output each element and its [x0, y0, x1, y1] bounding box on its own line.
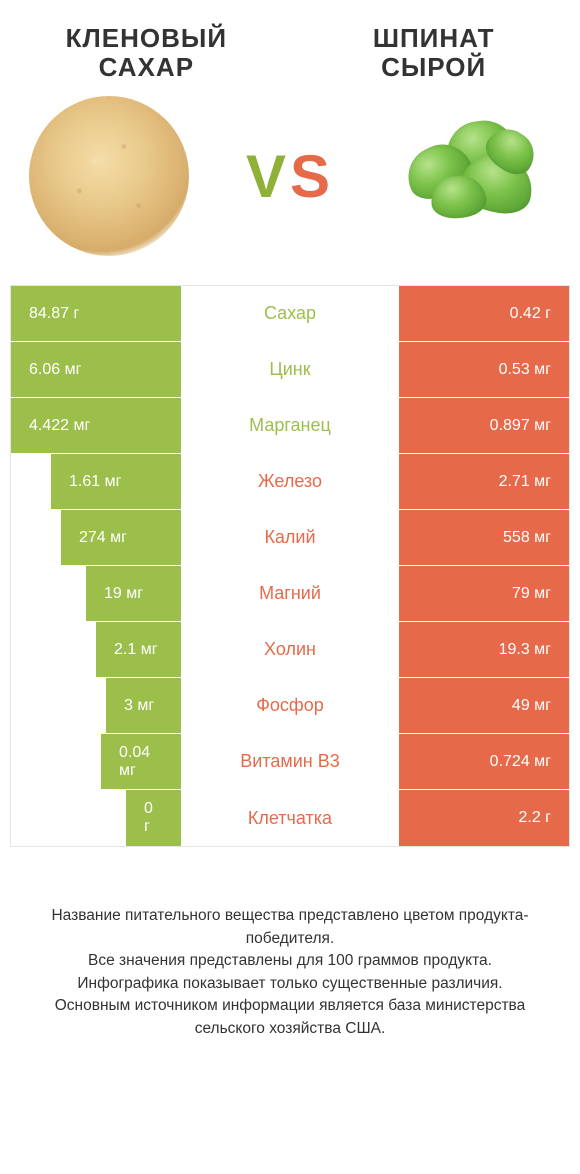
left-value-cell: 0 г: [126, 790, 181, 846]
footer-notes: Название питательного вещества представл…: [0, 847, 580, 1068]
nutrient-label: Железо: [181, 454, 399, 509]
table-row: 2.1 мгХолин19.3 мг: [11, 622, 569, 678]
maple-sugar-icon: [29, 96, 189, 256]
footer-line: Все значения представлены для 100 граммо…: [20, 950, 560, 972]
right-value-cell: 0.53 мг: [399, 342, 569, 397]
title-text: КЛЕНОВЫЙ: [66, 23, 227, 53]
nutrient-label: Витамин B3: [181, 734, 399, 789]
header: КЛЕНОВЫЙ САХАР ШПИНАТ СЫРОЙ: [0, 0, 580, 91]
table-row: 84.87 гСахар0.42 г: [11, 286, 569, 342]
vs-v: V: [246, 143, 290, 210]
right-value-cell: 0.724 мг: [399, 734, 569, 789]
footer-line: Инфографика показывает только существенн…: [20, 973, 560, 995]
left-value-cell: 1.61 мг: [51, 454, 181, 509]
comparison-table: 84.87 гСахар0.42 г6.06 мгЦинк0.53 мг4.42…: [10, 285, 570, 847]
nutrient-label: Фосфор: [181, 678, 399, 733]
table-row: 19 мгМагний79 мг: [11, 566, 569, 622]
table-row: 3 мгФосфор49 мг: [11, 678, 569, 734]
vs-label: VS: [246, 142, 334, 211]
right-product-title: ШПИНАТ СЫРОЙ: [311, 24, 556, 81]
right-value-cell: 0.42 г: [399, 286, 569, 341]
left-value-cell: 2.1 мг: [96, 622, 181, 677]
right-value-cell: 19.3 мг: [399, 622, 569, 677]
left-value-cell: 84.87 г: [11, 286, 181, 341]
table-row: 4.422 мгМарганец0.897 мг: [11, 398, 569, 454]
table-row: 1.61 мгЖелезо2.71 мг: [11, 454, 569, 510]
nutrient-label: Сахар: [181, 286, 399, 341]
left-value-cell: 4.422 мг: [11, 398, 181, 453]
vs-s: S: [290, 143, 334, 210]
title-text: СЫРОЙ: [381, 52, 486, 82]
right-value-cell: 79 мг: [399, 566, 569, 621]
comparison-infographic: КЛЕНОВЫЙ САХАР ШПИНАТ СЫРОЙ VS 84.87 гСа…: [0, 0, 580, 1068]
spinach-icon: [391, 116, 551, 236]
left-value-cell: 3 мг: [106, 678, 181, 733]
nutrient-label: Магний: [181, 566, 399, 621]
table-row: 0.04 мгВитамин B30.724 мг: [11, 734, 569, 790]
title-text: ШПИНАТ: [373, 23, 495, 53]
nutrient-label: Клетчатка: [181, 790, 399, 846]
right-product-image: [386, 91, 556, 261]
left-value-cell: 6.06 мг: [11, 342, 181, 397]
left-product-title: КЛЕНОВЫЙ САХАР: [24, 24, 269, 81]
table-row: 0 гКлетчатка2.2 г: [11, 790, 569, 846]
nutrient-label: Марганец: [181, 398, 399, 453]
left-product-image: [24, 91, 194, 261]
footer-line: Название питательного вещества представл…: [20, 905, 560, 950]
nutrient-label: Калий: [181, 510, 399, 565]
nutrient-label: Цинк: [181, 342, 399, 397]
left-value-cell: 19 мг: [86, 566, 181, 621]
right-value-cell: 0.897 мг: [399, 398, 569, 453]
right-value-cell: 49 мг: [399, 678, 569, 733]
right-value-cell: 2.2 г: [399, 790, 569, 846]
table-row: 6.06 мгЦинк0.53 мг: [11, 342, 569, 398]
nutrient-label: Холин: [181, 622, 399, 677]
left-value-cell: 0.04 мг: [101, 734, 181, 789]
vs-row: VS: [0, 91, 580, 285]
right-value-cell: 558 мг: [399, 510, 569, 565]
title-text: САХАР: [99, 52, 194, 82]
table-row: 274 мгКалий558 мг: [11, 510, 569, 566]
right-value-cell: 2.71 мг: [399, 454, 569, 509]
left-value-cell: 274 мг: [61, 510, 181, 565]
footer-line: Основным источником информации является …: [20, 995, 560, 1040]
